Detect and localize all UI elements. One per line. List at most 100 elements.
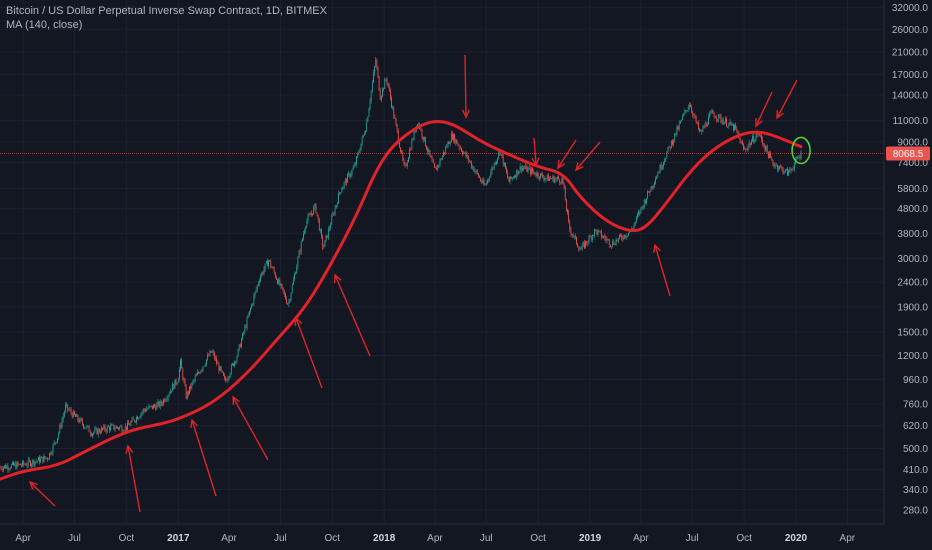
candle-body xyxy=(24,464,26,466)
candle-body xyxy=(525,165,527,169)
candle-body xyxy=(285,294,286,299)
candle-body xyxy=(505,162,506,169)
candle-body xyxy=(436,168,438,171)
candle-body xyxy=(222,372,224,376)
candle-body xyxy=(716,117,717,120)
candle-body xyxy=(760,135,761,136)
candle-body xyxy=(67,404,69,410)
candle-body xyxy=(717,119,718,121)
candle-body xyxy=(142,409,144,412)
candle-body xyxy=(130,421,132,426)
annotation-arrow xyxy=(191,419,217,497)
price-tick-label: 9000.0 xyxy=(897,137,928,148)
annotation-arrowhead xyxy=(333,273,342,284)
candle-body xyxy=(766,145,768,152)
candle-body xyxy=(291,284,293,293)
candle-body xyxy=(119,426,120,429)
candle-body xyxy=(325,235,327,240)
candle-body xyxy=(769,153,770,158)
candle-body xyxy=(480,178,482,181)
candle-body xyxy=(334,207,336,215)
candle-body xyxy=(138,417,140,420)
candle-body xyxy=(490,172,492,178)
candle-body xyxy=(391,97,392,108)
candle-body xyxy=(30,460,31,467)
candle-body xyxy=(796,157,797,159)
candle-body xyxy=(409,149,410,158)
candle-body xyxy=(294,274,295,280)
candle-body xyxy=(54,442,56,443)
candle-body xyxy=(479,176,480,179)
candle-body xyxy=(587,242,589,244)
candle-body xyxy=(269,260,271,262)
candle-body xyxy=(261,272,263,277)
symbol-title: Bitcoin / US Dollar Perpetual Inverse Sw… xyxy=(6,5,327,17)
candle-body xyxy=(370,90,372,101)
candle-body xyxy=(36,460,38,462)
candle-body xyxy=(675,133,677,135)
price-axis[interactable]: 32000.0 26000.0 21000.0 17000.0 14000.0 11000… xyxy=(892,3,929,517)
candle-body xyxy=(96,428,98,435)
annotation-arrow xyxy=(776,79,798,119)
candle-body xyxy=(277,279,278,284)
candle-body xyxy=(330,224,331,229)
candle-body xyxy=(343,182,345,188)
candle-body xyxy=(210,351,212,353)
candle-body xyxy=(304,230,306,234)
candle-body xyxy=(454,134,456,144)
candle-body xyxy=(541,173,542,175)
candle-body xyxy=(109,426,110,431)
candle-body xyxy=(248,310,250,316)
candle-body xyxy=(386,79,388,83)
candle-body xyxy=(201,369,203,371)
candle-body xyxy=(128,422,130,425)
candle-body xyxy=(524,168,526,169)
annotation-arrow xyxy=(334,274,371,357)
candle-body xyxy=(720,116,722,122)
candle-body xyxy=(288,301,290,305)
candle-body xyxy=(342,187,344,190)
candle-body xyxy=(124,426,126,431)
time-tick-label: Apr xyxy=(221,533,237,544)
candle-body xyxy=(8,468,10,470)
candle-body xyxy=(753,136,755,143)
candle-body xyxy=(309,214,311,216)
candle-body xyxy=(165,399,167,402)
candle-body xyxy=(127,422,128,430)
candle-body xyxy=(553,176,555,183)
candle-body xyxy=(120,426,122,427)
candle-body xyxy=(408,157,409,163)
candle-body xyxy=(550,178,551,179)
price-tick-label: 1900.0 xyxy=(897,302,928,313)
candle-body xyxy=(607,239,609,240)
candle-body xyxy=(21,465,22,466)
candle-body xyxy=(111,424,113,426)
candle-body xyxy=(624,234,626,238)
candle-body xyxy=(360,143,362,151)
candle-body xyxy=(76,414,78,417)
candle-body xyxy=(725,119,726,123)
candle-body xyxy=(429,149,431,156)
candle-body xyxy=(333,213,335,215)
candle-body xyxy=(25,464,27,466)
candle-body xyxy=(735,124,737,129)
time-axis[interactable]: Apr Jul Oct 2017 Apr Jul Oct 2018 Apr Jul Oct 2019 A… xyxy=(15,533,855,544)
candle-body xyxy=(357,153,359,157)
candle-body xyxy=(216,358,218,364)
candle-body xyxy=(65,404,66,412)
candle-body xyxy=(141,411,143,414)
candle-body xyxy=(732,124,734,131)
candle-body xyxy=(374,66,375,73)
candle-body xyxy=(59,425,61,433)
candle-body xyxy=(477,173,479,177)
annotation-arrowhead xyxy=(557,159,566,170)
candle-body xyxy=(107,426,109,427)
candle-body xyxy=(554,179,556,183)
candle-body xyxy=(362,134,364,138)
candle-body xyxy=(584,242,585,248)
candle-body xyxy=(761,135,762,140)
candle-body xyxy=(287,303,289,305)
candle-body xyxy=(474,171,476,172)
candle-body xyxy=(103,425,105,429)
